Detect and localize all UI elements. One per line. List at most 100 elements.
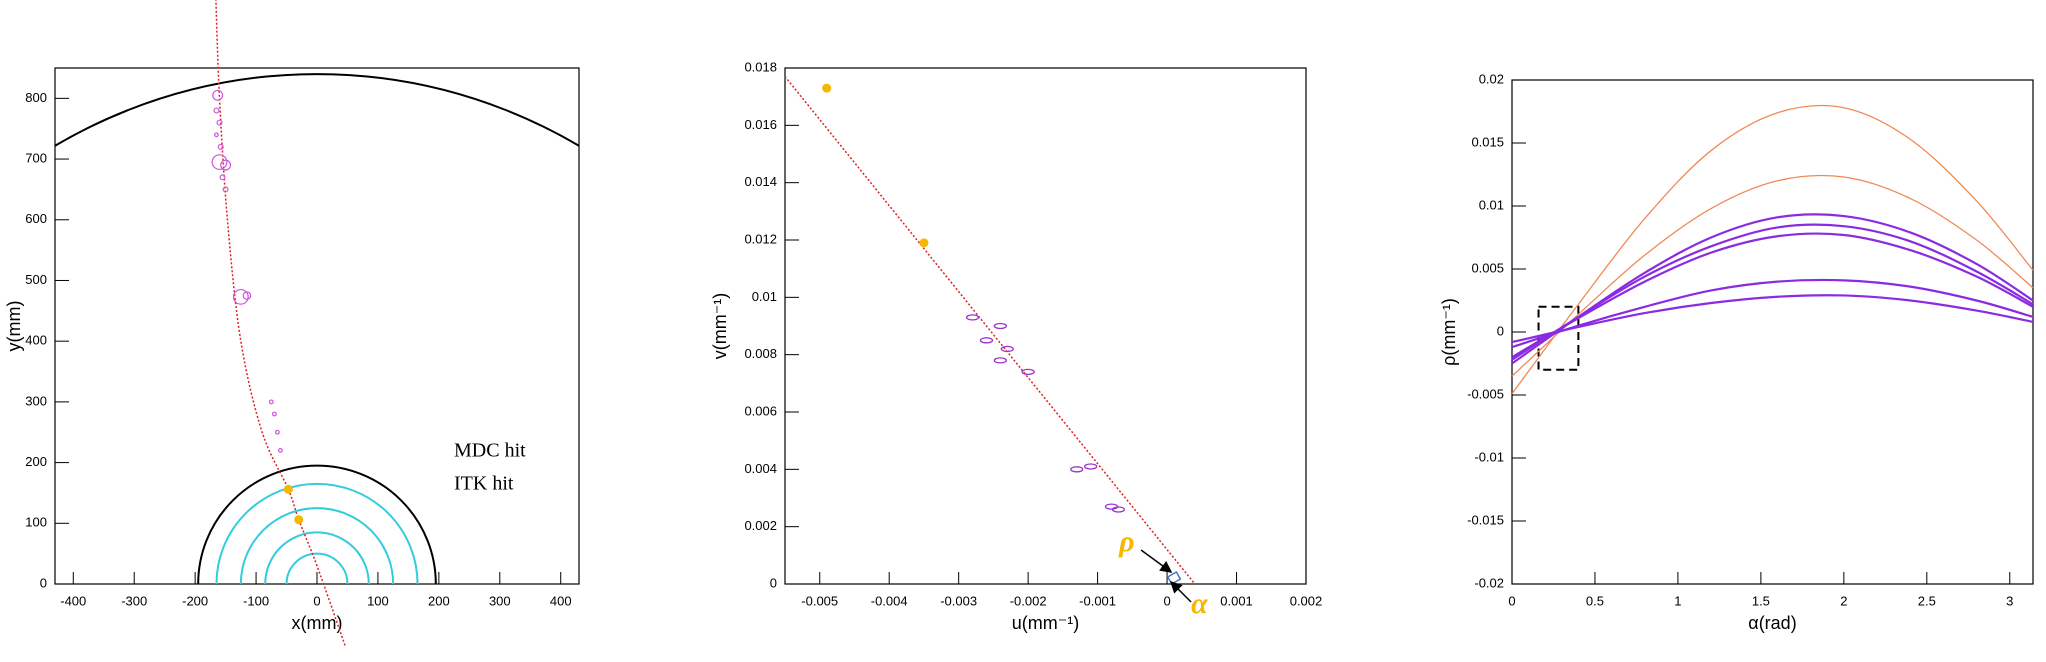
- detector-layer: [264, 531, 370, 584]
- legend-entry: MDC hit: [454, 440, 526, 462]
- x-axis-title: u(mm⁻¹): [1012, 613, 1079, 633]
- y-tick-label: 400: [25, 333, 47, 348]
- y-tick-label: 0.01: [752, 289, 777, 304]
- mdc-hit: [212, 89, 224, 101]
- x-tick-label: 400: [550, 593, 572, 608]
- y-tick-label: 600: [25, 211, 47, 226]
- mdc-hit: [232, 288, 249, 305]
- detector-layer: [197, 464, 437, 584]
- y-axis-title: y(mm): [4, 301, 24, 352]
- y-tick-label: -0.005: [1467, 386, 1504, 401]
- y-tick-label: -0.01: [1474, 449, 1504, 464]
- mdc-hit: [214, 132, 219, 138]
- y-tick-label: 800: [25, 90, 47, 105]
- x-tick-label: -0.003: [940, 593, 977, 608]
- x-axis-title: α(rad): [1748, 613, 1796, 633]
- annotation-arrow: [1140, 549, 1173, 573]
- mdc-hit: [242, 291, 252, 300]
- x-tick-label: 2.5: [1918, 593, 1936, 608]
- y-axis-title: ρ(mm⁻¹): [1439, 298, 1459, 366]
- detector: [55, 73, 579, 584]
- curve: [1511, 278, 2034, 349]
- x-tick-label: 200: [428, 593, 450, 608]
- mdc-hit: [993, 322, 1007, 330]
- x-tick-label: 1: [1674, 593, 1681, 608]
- x-tick-label: -400: [60, 593, 86, 608]
- y-tick-label: 0.015: [1471, 134, 1504, 149]
- annotation-arrow: [1170, 580, 1192, 603]
- x-tick-label: 0.002: [1290, 593, 1323, 608]
- x-tick-label: -300: [121, 593, 147, 608]
- mdc-hit: [993, 357, 1007, 364]
- y-tick-label: 0.012: [744, 231, 777, 246]
- legend-entry: ITK hit: [454, 473, 514, 495]
- y-axis-title: v(mm⁻¹): [710, 293, 730, 359]
- x-tick-label: 0: [1508, 593, 1515, 608]
- mdc-hit: [220, 159, 232, 171]
- y-tick-label: -0.015: [1467, 512, 1504, 527]
- mdc-hit: [1070, 466, 1084, 473]
- annotation: ρ: [1118, 525, 1134, 558]
- x-tick-label: -0.004: [871, 593, 908, 608]
- detector-layer: [215, 482, 419, 584]
- detector-layer: [285, 552, 349, 584]
- x-tick-label: 0: [1163, 593, 1170, 608]
- x-tick-label: -0.002: [1010, 593, 1047, 608]
- y-tick-label: 0.005: [1471, 260, 1504, 275]
- x-tick-label: -200: [182, 593, 208, 608]
- mdc-hit: [271, 411, 277, 417]
- y-tick-label: 0.01: [1479, 197, 1504, 212]
- y-tick-label: 0.02: [1479, 71, 1504, 86]
- detector-layer: [55, 73, 579, 148]
- detector-layer: [239, 507, 395, 584]
- x-tick-label: 100: [367, 593, 389, 608]
- x-axis-title: x(mm): [292, 613, 343, 633]
- curve: [1511, 232, 2034, 359]
- mdc-hit: [278, 448, 283, 453]
- mdc-hit: [211, 154, 228, 170]
- curve: [1511, 174, 2034, 377]
- y-tick-label: 0.008: [744, 346, 777, 361]
- itk-hit: [283, 484, 293, 494]
- y-tick-label: 0: [1497, 323, 1504, 338]
- x-tick-label: 2: [1840, 593, 1847, 608]
- mdc-hit: [965, 314, 980, 321]
- annotation: α: [1191, 587, 1208, 620]
- mdc-hit: [219, 174, 226, 181]
- mdc-hit: [1084, 463, 1098, 470]
- mdc-hit: [213, 107, 220, 114]
- y-tick-label: 700: [25, 150, 47, 165]
- y-tick-label: 0.016: [744, 117, 777, 132]
- frame: [784, 67, 1307, 585]
- x-tick-label: 0: [313, 593, 320, 608]
- mdc-hit: [217, 143, 224, 150]
- x-tick-label: 0.001: [1220, 593, 1253, 608]
- y-tick-label: 0.006: [744, 403, 777, 418]
- mdc-hit: [979, 337, 994, 344]
- x-tick-label: 1.5: [1752, 593, 1770, 608]
- mdc-hit: [222, 186, 229, 193]
- x-tick-label: 300: [489, 593, 511, 608]
- track: [215, 0, 347, 648]
- y-tick-label: 100: [25, 515, 47, 530]
- curve: [1511, 104, 2034, 395]
- x-tick-label: -0.005: [801, 593, 838, 608]
- mdc-hit: [274, 429, 280, 435]
- mdc-hit: [1111, 506, 1126, 513]
- y-tick-label: 0.002: [744, 518, 777, 533]
- itk-hit: [919, 238, 929, 248]
- y-tick-label: 200: [25, 454, 47, 469]
- mdc-hit: [216, 119, 223, 126]
- y-tick-label: -0.02: [1474, 575, 1504, 590]
- y-tick-label: 0.004: [744, 461, 777, 476]
- x-tick-label: -0.001: [1079, 593, 1116, 608]
- x-tick-label: -100: [243, 593, 269, 608]
- mdc-hit: [268, 399, 274, 405]
- y-tick-label: 0.014: [744, 174, 777, 189]
- itk-hit: [822, 83, 832, 93]
- y-tick-label: 0: [770, 575, 777, 590]
- curve: [1511, 223, 2034, 361]
- mdc-hit: [1000, 345, 1014, 353]
